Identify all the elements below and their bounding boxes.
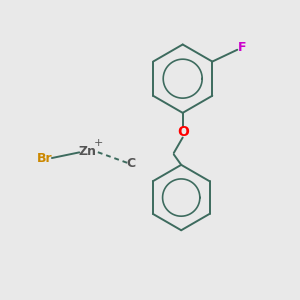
Text: Br: Br bbox=[37, 152, 52, 165]
Text: Zn: Zn bbox=[79, 145, 97, 158]
Text: F: F bbox=[238, 41, 246, 54]
Text: C: C bbox=[126, 157, 135, 170]
Text: +: + bbox=[94, 138, 104, 148]
Text: O: O bbox=[177, 125, 189, 139]
